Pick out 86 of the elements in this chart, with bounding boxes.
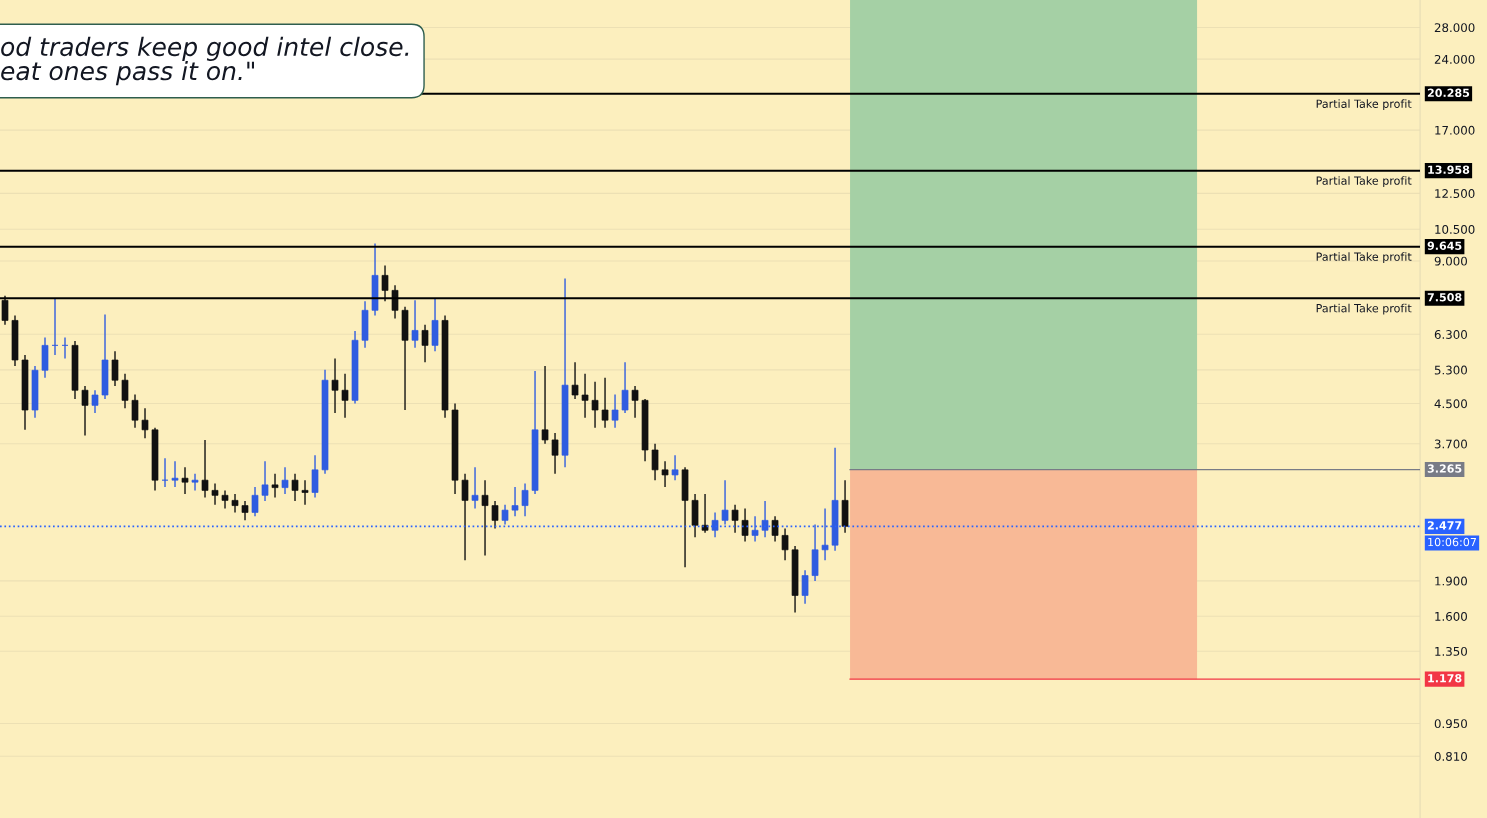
candlestick: [1, 295, 9, 326]
candlestick: [711, 511, 719, 538]
candlestick: [461, 472, 469, 561]
y-tick-label: 0.950: [1434, 719, 1467, 729]
candlestick: [381, 264, 389, 302]
candlestick: [251, 486, 259, 518]
annotation: Partial Take profit: [1316, 252, 1412, 264]
y-tick-label: 1.350: [1435, 646, 1467, 656]
candlestick: [341, 373, 349, 419]
candlestick: [581, 373, 589, 419]
candlestick: [821, 507, 829, 561]
candlestick: [91, 389, 99, 414]
annotation: Partial Take profit: [1316, 99, 1412, 111]
y-tick-label: 10.500: [1435, 224, 1475, 234]
candlestick: [491, 500, 499, 530]
ref-line-label: 20.285: [1427, 88, 1470, 97]
ref-line-label: 2.477: [1427, 521, 1462, 530]
candlestick: [591, 381, 599, 429]
candlestick: [511, 486, 519, 518]
ref-line-label: 3.265: [1427, 464, 1462, 473]
y-tick-label: 28.000: [1434, 23, 1475, 33]
candlestick: [601, 377, 609, 429]
candlestick: [231, 493, 239, 514]
candlestick: [541, 365, 549, 445]
candlestick: [291, 472, 299, 502]
candlestick: [211, 482, 219, 506]
y-tick-label: 17.000: [1435, 125, 1475, 135]
y-tick-label: 1.600: [1435, 611, 1467, 621]
ref-line-label: 1.178: [1428, 674, 1462, 683]
candlestick: [481, 479, 489, 557]
y-tick-label: 1.900: [1435, 576, 1467, 586]
candlestick: [611, 393, 619, 429]
candlestick: [411, 299, 419, 349]
candlestick: [721, 479, 729, 526]
candlestick: [741, 507, 749, 543]
candlestick: [521, 482, 529, 518]
y-tick-label: 12.500: [1435, 189, 1475, 199]
y-tick-label: 0.810: [1434, 751, 1467, 761]
candlestick: [201, 439, 209, 499]
candlestick: [731, 504, 739, 534]
ref-line-label: 7.508: [1427, 293, 1462, 302]
candlestick: [281, 466, 289, 495]
candlestick: [131, 393, 139, 429]
candlestick: [651, 443, 659, 481]
candlestick: [571, 361, 579, 400]
candlestick: [621, 361, 629, 414]
text: 10:06:07: [1428, 537, 1476, 547]
ref-line-label: 9.645: [1427, 241, 1462, 250]
candlestick: [331, 357, 339, 414]
candlestick: [781, 527, 789, 561]
ref-line-label: 13.958: [1428, 165, 1470, 174]
candlestick: [701, 493, 709, 534]
candlestick: [81, 385, 89, 437]
annotation: od traders keep good intel close. eat ones pass it on.": [1, 36, 409, 86]
candlestick: [761, 500, 769, 538]
candlestick: [671, 454, 679, 481]
candlestick: [771, 515, 779, 543]
candlestick: [111, 350, 119, 387]
y-tick-label: 3.700: [1434, 439, 1467, 449]
y-tick-label: 24.000: [1434, 54, 1475, 64]
candlestick: [301, 479, 309, 506]
candlestick: [551, 432, 559, 475]
candlestick: [271, 472, 279, 499]
annotation: Partial Take profit: [1316, 176, 1412, 187]
y-tick-label: 6.300: [1434, 330, 1467, 339]
y-tick-label: 4.500: [1434, 399, 1467, 409]
candlestick: [801, 569, 809, 605]
candlestick: [311, 454, 319, 499]
candlestick: [631, 385, 639, 419]
candlestick: [471, 466, 479, 510]
candlestick: [421, 324, 429, 363]
candlestick: [501, 504, 509, 526]
candlestick: [191, 472, 199, 492]
candlestick: [241, 500, 249, 522]
y-tick-label: 5.300: [1434, 365, 1467, 375]
candlestick: [121, 373, 129, 409]
candlestick: [181, 466, 189, 495]
candlestick: [141, 407, 149, 439]
annotation: Partial Take profit: [1316, 303, 1412, 315]
candlestick: [171, 460, 179, 488]
y-tick-label: 9.000: [1434, 256, 1467, 266]
candlestick: [661, 460, 669, 488]
candlestick: [751, 515, 759, 543]
candlestick: [391, 284, 399, 320]
candlestick: [261, 460, 269, 502]
candlestick: [221, 489, 229, 510]
